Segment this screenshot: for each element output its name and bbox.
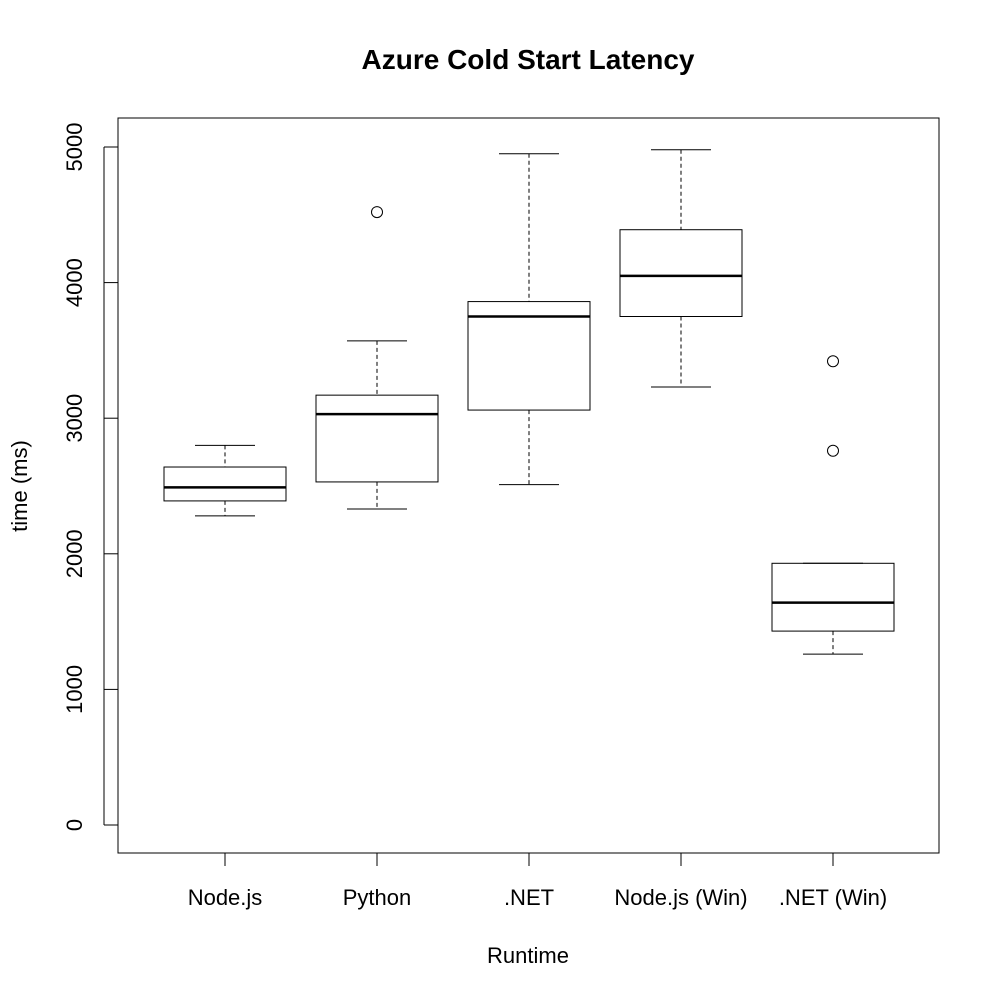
y-axis-label: time (ms) [7,440,32,532]
y-tick-label: 2000 [62,529,87,578]
outlier-point [827,444,839,457]
outlier-point [371,206,383,219]
outlier-point [827,355,839,368]
x-tick-label: Python [343,885,412,910]
y-tick-label: 3000 [62,394,87,443]
box-group [467,153,591,486]
chart-title: Azure Cold Start Latency [362,44,695,75]
y-tick-label: 1000 [62,665,87,714]
x-tick-label: Node.js [188,885,263,910]
box [619,229,743,317]
box-group [619,149,743,388]
y-tick-label: 4000 [62,258,87,307]
y-tick-label: 5000 [62,123,87,172]
x-tick-label: .NET [504,885,554,910]
box [771,562,895,632]
box-group [771,355,895,655]
x-axis: Node.js Python .NET Node.js (Win) .NET (Win) [188,852,887,910]
box-group [315,206,439,510]
box [467,301,591,411]
box-group [163,444,287,517]
x-axis-label: Runtime [487,943,569,968]
y-tick-label: 0 [62,819,87,831]
y-axis: 0 1000 2000 3000 4000 5000 [62,123,118,831]
x-tick-label: .NET (Win) [779,885,887,910]
boxes [163,149,895,655]
box [315,394,439,483]
box [163,466,287,502]
x-tick-label: Node.js (Win) [614,885,747,910]
